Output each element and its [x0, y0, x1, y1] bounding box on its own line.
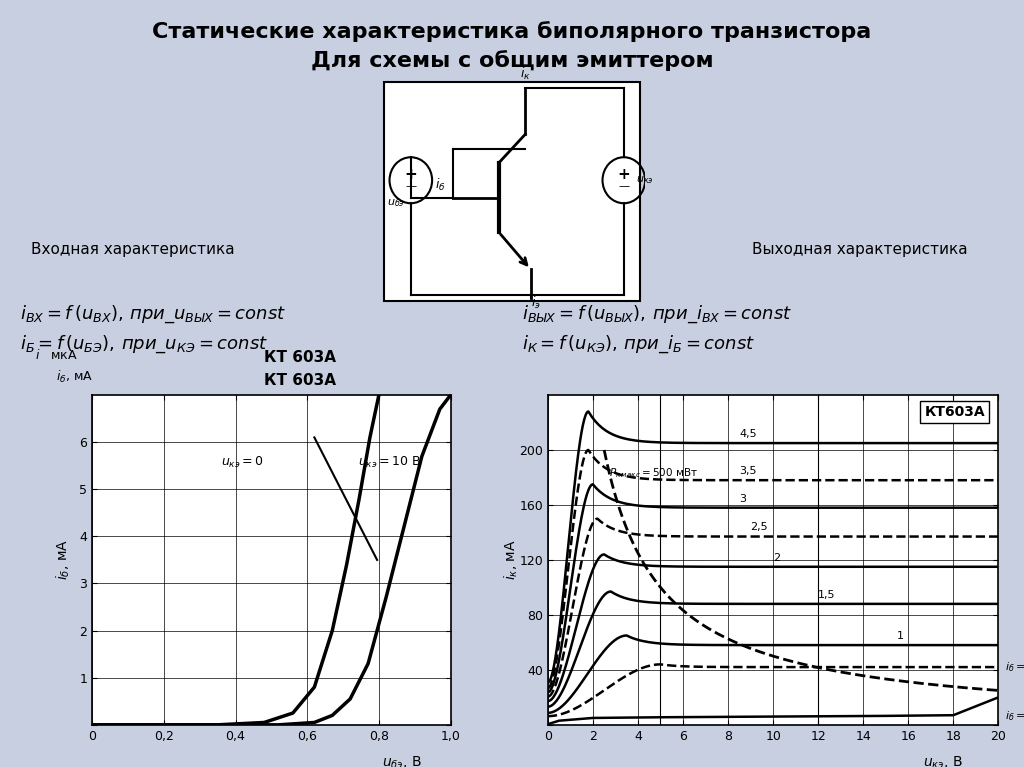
Text: $i_{ВХ} = f\,(u_{ВХ}),\,при\_u_{ВЫХ} = const$: $i_{ВХ} = f\,(u_{ВХ}),\,при\_u_{ВЫХ} = c…	[20, 303, 287, 324]
Text: 4,5: 4,5	[739, 429, 757, 439]
Text: $i_б$, мА: $i_б$, мА	[56, 369, 93, 385]
Text: $u_{кэ} = 0$: $u_{кэ} = 0$	[221, 455, 264, 469]
Text: $i_К = f\,(u_{КЭ}),\,при\_i_Б = const$: $i_К = f\,(u_{КЭ}),\,при\_i_Б = const$	[522, 334, 756, 355]
Text: $i_э$: $i_э$	[531, 295, 541, 311]
Text: 3,5: 3,5	[739, 466, 757, 476]
Text: $u_{кэ}$, В: $u_{кэ}$, В	[923, 755, 963, 767]
Text: $u_{бэ}$, В: $u_{бэ}$, В	[382, 755, 422, 767]
Text: 3: 3	[739, 494, 746, 504]
Text: КТ 603А: КТ 603А	[264, 374, 336, 388]
Text: $i_к$: $i_к$	[520, 67, 530, 83]
Text: $P_{к\,макс}=500$ мВт: $P_{к\,макс}=500$ мВт	[608, 466, 697, 480]
Text: $u_{кэ} = 10$ В: $u_{кэ} = 10$ В	[358, 455, 421, 469]
Text: КТ 603А: КТ 603А	[264, 351, 336, 365]
Text: Статические характеристика биполярного транзистора: Статические характеристика биполярного т…	[153, 21, 871, 42]
Text: —: —	[406, 181, 417, 191]
Text: +: +	[617, 167, 630, 182]
Text: —: —	[618, 181, 630, 191]
Text: 1: 1	[897, 631, 904, 641]
Text: 1,5: 1,5	[818, 590, 836, 600]
Text: $i_{ВЫХ} = f\,(u_{ВЫХ}),\,при\_i_{ВХ} = const$: $i_{ВЫХ} = f\,(u_{ВЫХ}),\,при\_i_{ВХ} = …	[522, 303, 793, 324]
Text: $i_б = 0,5$ мА: $i_б = 0,5$ мА	[1006, 660, 1024, 674]
Text: $i$   мкА: $i$ мкА	[35, 348, 78, 362]
Text: Для схемы с общим эмиттером: Для схемы с общим эмиттером	[310, 50, 714, 71]
Text: $u_{кэ}$: $u_{кэ}$	[636, 174, 653, 186]
Text: $i_б$, мА: $i_б$, мА	[55, 539, 72, 581]
Text: Выходная характеристика: Выходная характеристика	[753, 242, 968, 257]
Text: Входная характеристика: Входная характеристика	[32, 242, 234, 257]
Text: $i_б$: $i_б$	[435, 177, 445, 193]
Text: +: +	[404, 167, 417, 182]
Text: $u_{бэ}$: $u_{бэ}$	[387, 197, 404, 209]
Text: $i_б = 0$: $i_б = 0$	[1006, 709, 1024, 723]
Text: $i_к$, мА: $i_к$, мА	[503, 539, 520, 581]
Text: 2: 2	[773, 553, 780, 563]
Text: 2,5: 2,5	[751, 522, 768, 532]
Text: КТ603А: КТ603А	[925, 405, 985, 419]
Text: $i_Б = f\,(u_{БЭ}),\,при\_u_{КЭ} = const$: $i_Б = f\,(u_{БЭ}),\,при\_u_{КЭ} = const…	[20, 334, 268, 355]
